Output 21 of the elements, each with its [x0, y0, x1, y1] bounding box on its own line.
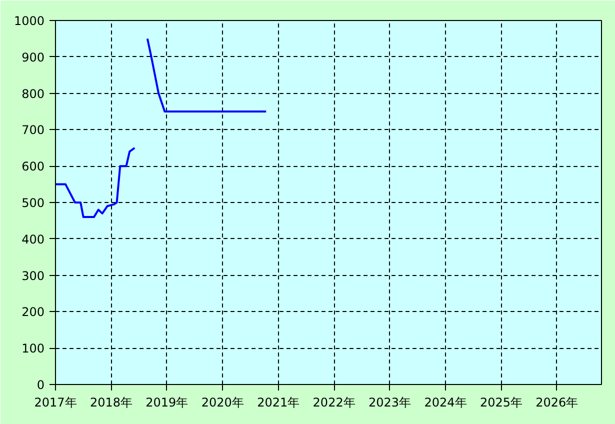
x-tick-label: 2022年 — [312, 396, 356, 410]
y-tick-label: 800 — [22, 86, 44, 101]
x-tick-label: 2026年 — [536, 396, 578, 410]
y-tick-label: 100 — [22, 342, 44, 356]
y-tick-label: 200 — [22, 305, 44, 320]
x-tick-label: 2017年 — [34, 396, 77, 410]
x-tick-label: 2018年 — [90, 396, 132, 410]
y-tick-label: 1000 — [14, 14, 45, 28]
y-tick-label: 400 — [22, 232, 44, 246]
y-tick-label: 500 — [22, 196, 44, 210]
y-tick-label: 300 — [22, 268, 44, 283]
x-tick-label: 2023年 — [368, 396, 412, 410]
y-tick-label: 600 — [22, 160, 44, 174]
x-tick-label: 2024年 — [424, 396, 467, 410]
x-tick-label: 2025年 — [480, 396, 522, 410]
y-tick-label: 700 — [22, 123, 44, 138]
x-tick-label: 2020年 — [201, 396, 244, 410]
y-tick-label: 900 — [22, 50, 44, 64]
x-tick-label: 2019年 — [146, 396, 188, 410]
y-tick-label: 0 — [36, 378, 45, 392]
x-tick-label: 2021年 — [257, 396, 300, 410]
